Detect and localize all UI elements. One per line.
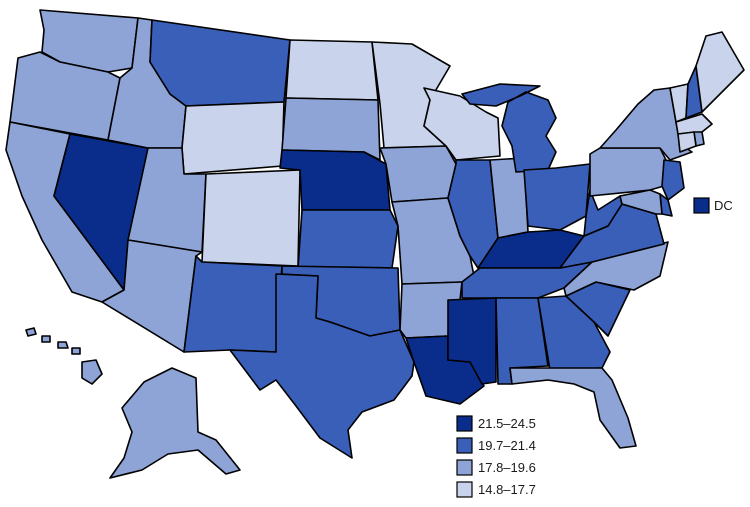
- state-wy: [181, 101, 285, 175]
- legend-label-4: 14.8–17.7: [478, 482, 536, 497]
- state-fl: [509, 367, 637, 449]
- dc-label: DC: [714, 198, 733, 213]
- legend-entry-3: 17.8–19.6: [456, 459, 536, 476]
- state-nj: [661, 159, 685, 201]
- state-ks: [297, 209, 399, 269]
- state-mi: [461, 83, 557, 173]
- legend-swatch-2: [456, 437, 473, 454]
- state-ct: [677, 131, 697, 153]
- state-tx: [229, 273, 415, 459]
- state-hi: [25, 327, 103, 385]
- state-nd: [285, 39, 379, 101]
- state-md: [619, 189, 663, 215]
- state-nm: [183, 255, 283, 353]
- legend-entry-2: 19.7–21.4: [456, 437, 536, 454]
- state-mt: [149, 19, 291, 107]
- legend-swatch-4: [456, 481, 473, 498]
- state-pa: [589, 147, 667, 197]
- legend-swatch-3: [456, 459, 473, 476]
- legend-swatch-1: [456, 415, 473, 432]
- state-ma: [675, 113, 713, 135]
- state-ak: [109, 367, 241, 479]
- legend-label-3: 17.8–19.6: [478, 460, 536, 475]
- state-wv: [583, 189, 623, 237]
- states-layer: [5, 9, 745, 479]
- legend: 21.5–24.5 19.7–21.4 17.8–19.6 14.8–17.7: [456, 415, 536, 498]
- legend-entry-4: 14.8–17.7: [456, 481, 536, 498]
- dc-inset: DC: [693, 197, 733, 214]
- legend-label-2: 19.7–21.4: [478, 438, 536, 453]
- state-oh: [523, 163, 591, 231]
- state-co: [201, 169, 301, 267]
- state-me: [695, 31, 745, 113]
- legend-entry-1: 21.5–24.5: [456, 415, 536, 432]
- state-ia: [379, 145, 457, 203]
- legend-label-1: 21.5–24.5: [478, 416, 536, 431]
- dc-swatch: [693, 197, 710, 214]
